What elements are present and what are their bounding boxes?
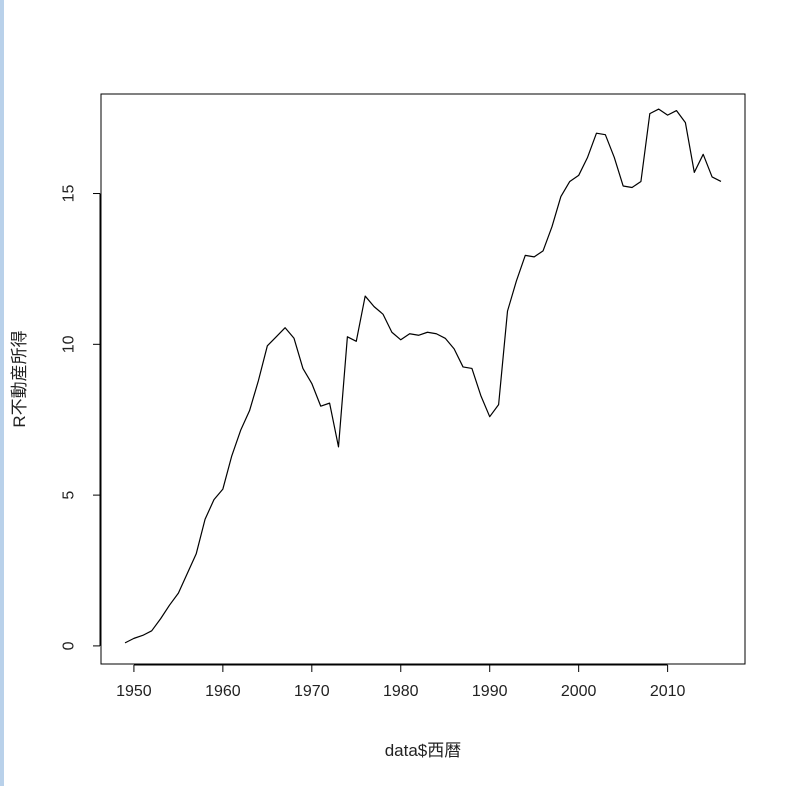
x-tick-label: 1960 [205, 683, 241, 700]
y-tick-label: 10 [61, 335, 78, 353]
y-tick-label: 0 [61, 641, 78, 650]
x-tick-label: 1990 [472, 683, 508, 700]
series-line [124, 108, 722, 644]
window-edge-strip [0, 0, 4, 786]
y-axis-label: R不動産所得 [10, 330, 29, 427]
x-axis: 1950 1960 1970 1980 1990 2000 2010 [116, 664, 686, 700]
y-axis: 0 5 10 15 [61, 185, 101, 650]
x-tick-label: 2010 [650, 683, 686, 700]
x-tick-label: 1980 [383, 683, 419, 700]
x-axis-label: data$西暦 [385, 741, 462, 760]
x-tick-label: 1950 [116, 683, 152, 700]
plot-area-frame [100, 93, 746, 665]
y-tick-label: 15 [61, 185, 78, 203]
y-tick-label: 5 [61, 491, 78, 500]
x-tick-label: 1970 [294, 683, 330, 700]
x-tick-label: 2000 [561, 683, 597, 700]
